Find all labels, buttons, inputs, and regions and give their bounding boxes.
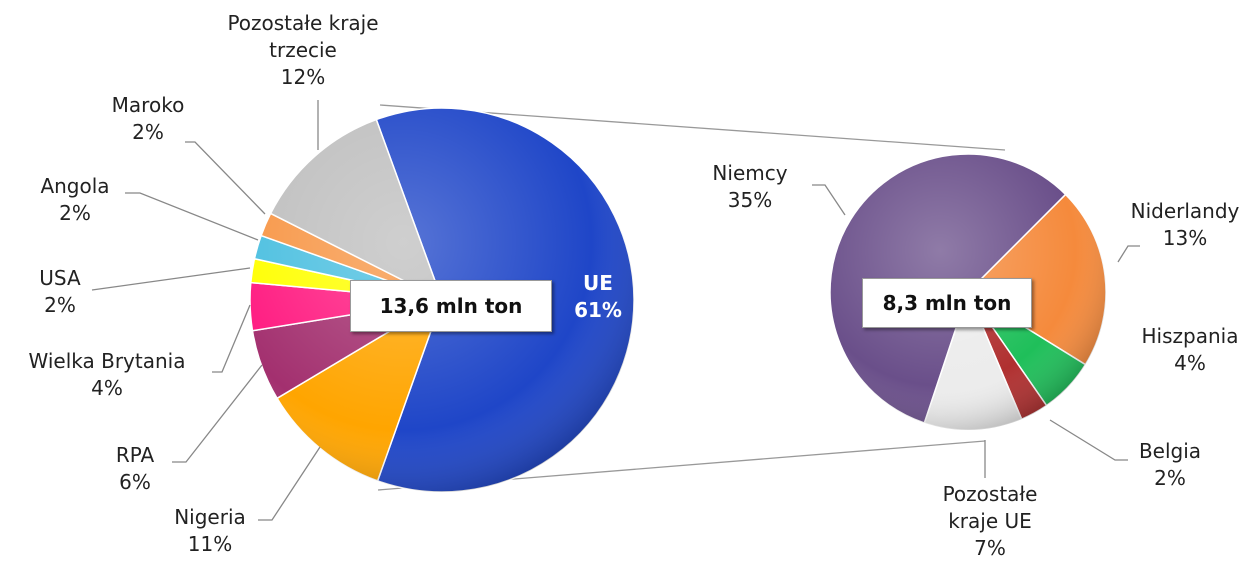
data-label: Angola 2%	[15, 173, 135, 227]
label-value: 2%	[59, 201, 91, 225]
label-value: 2%	[1154, 466, 1186, 490]
label-value: 6%	[119, 470, 151, 494]
label-name: Nigeria	[174, 505, 246, 529]
data-label: Wielka Brytania 4%	[0, 348, 217, 402]
total-annotation: 8,3 mln ton	[862, 278, 1032, 328]
label-name: UE	[583, 271, 613, 295]
label-value: 2%	[44, 293, 76, 317]
leader-line	[212, 304, 251, 373]
leader-line	[1049, 419, 1128, 461]
label-name: Niderlandy	[1130, 199, 1240, 223]
data-label: Hiszpania 4%	[1115, 323, 1248, 377]
label-value: 4%	[1174, 351, 1206, 375]
leader-line	[1117, 245, 1140, 263]
label-value: 4%	[91, 376, 123, 400]
data-label: RPA 6%	[95, 442, 175, 496]
data-label: UE 61%	[558, 270, 638, 324]
label-name: Wielka Brytania	[28, 349, 186, 373]
data-label: Niemcy 35%	[695, 160, 805, 214]
data-label: Maroko 2%	[93, 92, 203, 146]
label-value: 11%	[187, 532, 233, 556]
label-value: 7%	[974, 536, 1006, 560]
label-value: 35%	[727, 188, 773, 212]
data-label: Niderlandy 13%	[1110, 198, 1248, 252]
label-value: 13%	[1162, 226, 1208, 250]
label-name: Pozostałe kraje UE	[942, 482, 1038, 533]
label-value: 12%	[280, 65, 326, 89]
leader-line	[125, 192, 259, 241]
leader-line	[812, 184, 846, 216]
data-label: USA 2%	[20, 265, 100, 319]
label-name: Niemcy	[712, 161, 788, 185]
label-name: Pozostałe kraje trzecie	[227, 11, 379, 62]
label-name: USA	[39, 266, 81, 290]
label-name: Belgia	[1138, 439, 1202, 463]
data-label: Belgia 2%	[1120, 438, 1220, 492]
label-name: Angola	[40, 174, 110, 198]
data-label: Pozostałe kraje UE 7%	[930, 481, 1050, 562]
total-annotation: 13,6 mln ton	[350, 280, 552, 332]
data-label: Nigeria 11%	[150, 504, 270, 558]
leader-line	[185, 141, 266, 215]
label-name: RPA	[115, 443, 155, 467]
leader-line	[172, 364, 263, 463]
leader-line	[91, 267, 251, 291]
label-name: Maroko	[111, 93, 185, 117]
data-label: Pozostałe kraje trzecie 12%	[203, 10, 403, 91]
label-name: Hiszpania	[1141, 324, 1239, 348]
label-value: 61%	[574, 298, 622, 322]
label-value: 2%	[132, 120, 164, 144]
leader-line	[258, 446, 321, 521]
